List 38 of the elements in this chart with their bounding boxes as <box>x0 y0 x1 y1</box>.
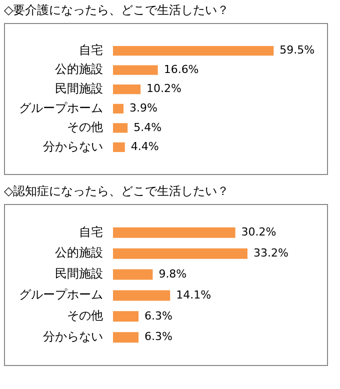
data-label: 6.3% <box>144 330 172 344</box>
chart-title: ◇要介護になったら、どこで生活したい？ <box>4 2 230 19</box>
y-tick-label: 公的施設 <box>55 62 103 76</box>
data-label: 3.9% <box>130 101 158 114</box>
bar <box>113 269 153 280</box>
bar <box>113 65 158 75</box>
bar <box>113 332 139 343</box>
y-tick-label: 自宅 <box>79 42 103 57</box>
y-tick-label: 民間施設 <box>55 81 103 96</box>
y-tick-label: 公的施設 <box>55 246 103 260</box>
data-label: 5.4% <box>134 120 162 134</box>
data-label: 10.2% <box>146 82 182 96</box>
data-label: 33.2% <box>253 246 288 260</box>
y-tick-label: 分からない <box>43 139 103 154</box>
bar <box>113 46 274 56</box>
data-label: 30.2% <box>241 226 276 239</box>
y-tick-label: 分からない <box>43 329 103 344</box>
y-tick-label: グループホーム <box>19 100 103 115</box>
bar <box>113 248 248 259</box>
bar <box>113 290 170 301</box>
y-tick-label: グループホーム <box>19 288 103 302</box>
y-tick-label: その他 <box>67 308 103 323</box>
data-label: 6.3% <box>144 309 172 322</box>
bar <box>113 227 236 238</box>
y-tick-label: 民間施設 <box>55 266 103 281</box>
bar <box>113 311 139 322</box>
bar <box>113 84 141 94</box>
data-label: 4.4% <box>130 140 159 154</box>
bar <box>113 123 128 133</box>
y-tick-label: その他 <box>67 120 103 134</box>
data-label: 9.8% <box>158 267 187 280</box>
data-label: 14.1% <box>176 288 212 302</box>
data-label: 59.5% <box>280 44 315 57</box>
y-tick-label: 自宅 <box>79 224 103 239</box>
bar <box>113 142 125 152</box>
data-label: 16.6% <box>164 62 199 76</box>
chart-title: ◇認知症になったら、どこで生活したい？ <box>4 183 230 200</box>
bar <box>113 104 124 114</box>
